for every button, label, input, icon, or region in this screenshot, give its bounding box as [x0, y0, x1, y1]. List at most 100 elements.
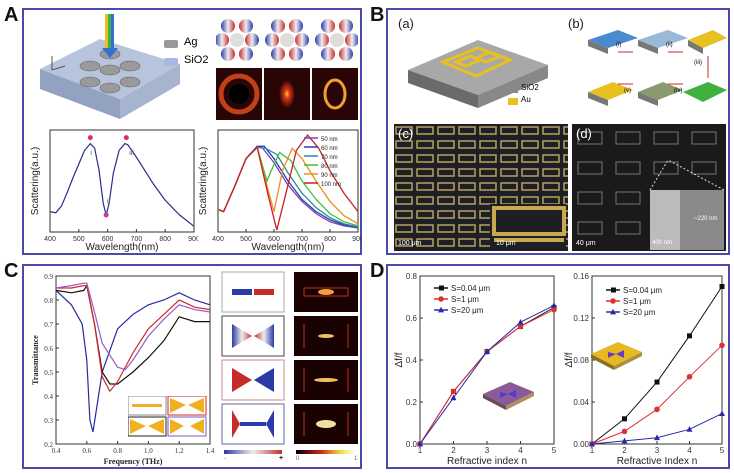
- x-tick-label: 500: [73, 236, 85, 243]
- y-tick-label: 0.6: [406, 314, 418, 323]
- y-tick-label: 0.2: [406, 398, 418, 407]
- legend-label: S=1 μm: [623, 297, 651, 306]
- x-tick-label: 0.6: [82, 447, 91, 455]
- data-point: [551, 306, 557, 313]
- step-iv: (iv): [674, 88, 683, 94]
- data-point: [686, 374, 693, 380]
- data-point: [589, 440, 595, 447]
- series-line: [56, 285, 211, 393]
- legend-label: 80 nm: [321, 164, 338, 170]
- x-tick-label: 5: [552, 446, 557, 455]
- x-tick-label: 400: [212, 236, 224, 243]
- y-axis-label: Transmittance: [31, 335, 40, 385]
- scalebar-c: 100 μm: [398, 240, 422, 247]
- y-tick-label: 0.12: [573, 314, 589, 323]
- y-tick-label: 0.6: [44, 345, 53, 353]
- x-tick-label: 2: [451, 446, 456, 455]
- chart-a-right: 400 500 600 700 800 900 Wavelength(nm) Scatteri…: [198, 129, 362, 252]
- y-tick-label: 0.8: [44, 297, 53, 305]
- x-axis-label: Refractive index n: [447, 456, 527, 466]
- sublabel-b: (b): [568, 16, 584, 31]
- data-point: [719, 284, 725, 289]
- panel-letter-a: A: [4, 4, 19, 26]
- x-tick-label: 500: [240, 236, 252, 243]
- series-line: [55, 289, 211, 433]
- ag-label: Ag: [184, 36, 198, 48]
- y-tick-label: 0.2: [44, 441, 53, 449]
- y-tick-label: 0.0: [406, 440, 418, 449]
- ag-swatch: [164, 40, 178, 48]
- x-tick-label: 5: [720, 446, 725, 455]
- mode-annotation: ii: [107, 199, 111, 206]
- x-tick-label: 400: [44, 236, 56, 243]
- legend-marker: [439, 285, 444, 291]
- sio2-label: SiO2: [521, 83, 539, 92]
- au-label: Au: [521, 95, 531, 104]
- x-tick-label: 900: [352, 236, 362, 243]
- y-tick-label: 0.4: [406, 356, 418, 365]
- scalebar-d: 40 μm: [576, 240, 596, 247]
- fabrication-process: [588, 30, 727, 106]
- x-tick-label: 1: [418, 446, 423, 455]
- data-point: [621, 428, 628, 435]
- bowtie-inset: [128, 396, 207, 437]
- data-point: [654, 406, 660, 413]
- peak-marker: [123, 135, 129, 141]
- sio2-label: SiO2: [184, 54, 209, 66]
- legend-marker: [438, 306, 444, 313]
- panel-a: Ag SiO2 400 500 600 700 800 900 Wavelength(nm)…: [22, 8, 362, 255]
- scalebar-d-inset: 400 nm: [652, 240, 673, 246]
- mode-annotation: i: [90, 150, 92, 157]
- sio2-swatch: [164, 58, 178, 66]
- data-point: [719, 410, 725, 416]
- panel-d: 1 2 3 4 5 0.0 0.2 0.4 0.6 0.8 Refractive index n Δf…: [386, 264, 730, 469]
- x-tick-label: 600: [268, 236, 280, 243]
- data-point: [687, 333, 692, 339]
- srr-array-c: [394, 124, 568, 251]
- legend-label: 70 nm: [321, 155, 338, 161]
- y-axis-label: Δf/f: [564, 352, 575, 367]
- x-tick-label: 3: [655, 446, 660, 455]
- legend-label: 60 nm: [321, 146, 338, 152]
- y-tick-label: 0.7: [44, 321, 53, 329]
- data-point: [654, 379, 660, 385]
- legend-label: 100 nm: [321, 182, 341, 188]
- mode-annotation: iii: [129, 150, 134, 157]
- data-point: [484, 348, 490, 354]
- legend-label: 50 nm: [321, 137, 338, 143]
- legend-label: S=20 μm: [451, 306, 484, 315]
- gold-metasurface-icon: [591, 342, 642, 370]
- x-tick-label: 1.2: [175, 447, 184, 455]
- charge-distribution-maps: [221, 271, 285, 454]
- y-tick-label: 0.5: [44, 369, 53, 377]
- step-v: (v): [624, 88, 631, 94]
- y-tick-label: 0.16: [573, 272, 589, 281]
- step-i: (i): [616, 42, 622, 48]
- charge-mode-maps: [216, 19, 358, 61]
- y-tick-label: 0.08: [573, 356, 589, 365]
- legend-marker: [611, 287, 616, 293]
- x-tick-label: 900: [188, 236, 198, 243]
- series-line: [217, 134, 359, 231]
- x-tick-label: 0.4: [52, 447, 61, 455]
- chart-d-left: 1 2 3 4 5 0.0 0.2 0.4 0.6 0.8 Refractive index n Δf…: [394, 272, 557, 466]
- data-point: [517, 319, 524, 325]
- panel-letter-c: C: [4, 260, 19, 282]
- data-point: [450, 394, 457, 401]
- step-iii: (iii): [694, 60, 702, 66]
- data-point: [686, 426, 693, 432]
- peak-marker: [103, 212, 109, 218]
- y-tick-label: 0.04: [573, 398, 589, 407]
- panel-letter-d: D: [370, 260, 385, 282]
- panel-c: 0.4 0.6 0.8 1.0 1.2 1.4 0.2 0.3 0.4 0.5 0.6 0.7 0.8 0…: [22, 264, 362, 469]
- chart-c-transmittance: 0.4 0.6 0.8 1.0 1.2 1.4 0.2 0.3 0.4 0.5 0.6 0.7 0.8 0…: [31, 273, 215, 466]
- legend-label: S=0.04 μm: [451, 284, 490, 293]
- x-tick-label: 700: [131, 236, 143, 243]
- sublabel-d: (d): [576, 126, 592, 141]
- x-tick-label: 4: [518, 446, 523, 455]
- sio2-swatch: [508, 86, 518, 93]
- x-tick-label: 2: [622, 446, 627, 455]
- data-point: [621, 437, 628, 444]
- x-axis-label: Refractive Index n: [617, 456, 698, 466]
- x-tick-label: 0.8: [113, 447, 122, 455]
